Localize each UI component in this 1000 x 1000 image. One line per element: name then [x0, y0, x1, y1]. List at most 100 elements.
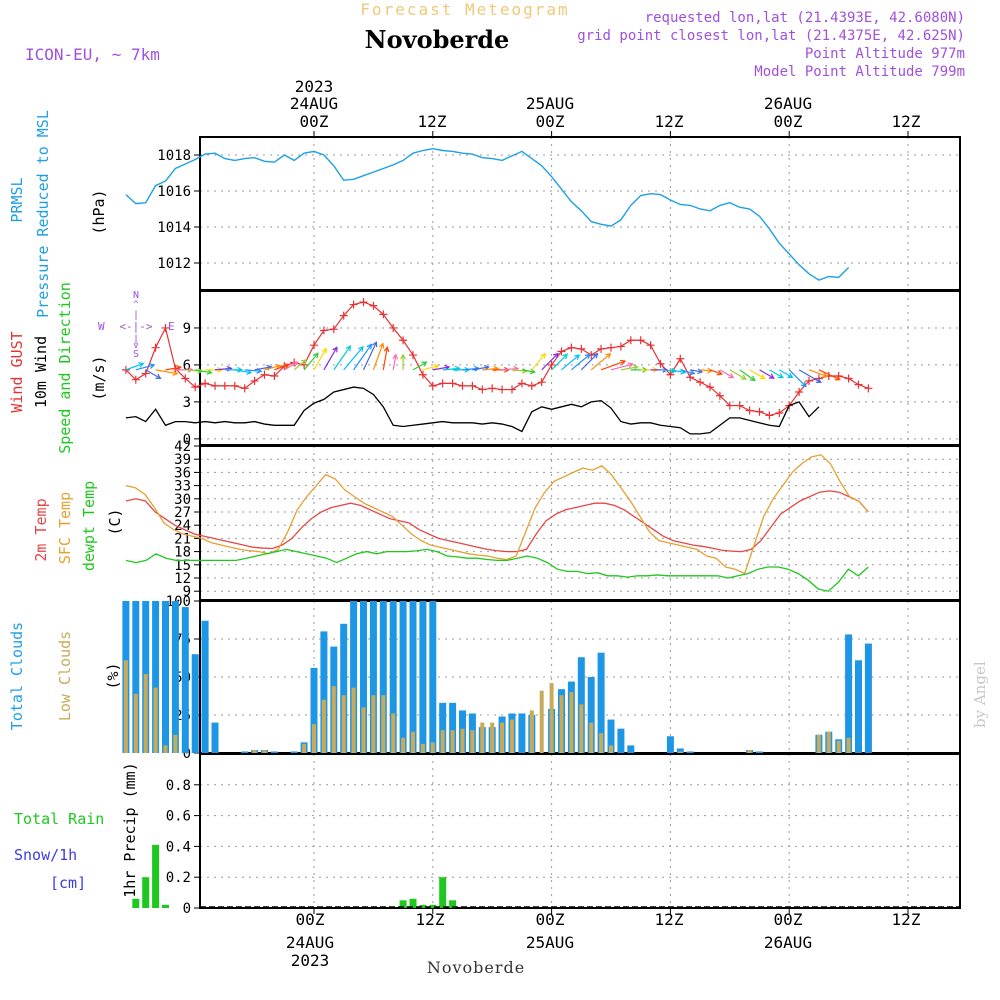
compass-bar-bottom: | [133, 334, 139, 345]
wind-arrow-head [716, 369, 723, 376]
wind-arrow-head [592, 352, 599, 359]
low-cloud-bar [371, 695, 376, 753]
gust-marker [844, 374, 853, 383]
gust-marker [260, 370, 269, 379]
gust-marker [557, 347, 566, 356]
bottom-date-1: 24AUG [286, 933, 334, 952]
wind-arrow-head [378, 342, 385, 349]
total-cloud-bar [617, 728, 625, 753]
temp-dew-line [125, 548, 869, 592]
wind-arrow-head [768, 373, 775, 379]
wind-arrow [482, 367, 499, 371]
temp-ytick-label: 30 [174, 492, 191, 508]
wind-arrow [719, 369, 734, 379]
wind-arrow-head [206, 369, 213, 375]
gust-marker [864, 384, 873, 393]
bottom-time-3: 00Z [536, 910, 565, 929]
rain-bar [152, 844, 160, 908]
total-cloud-bar [676, 748, 684, 753]
low-cloud-bar [312, 724, 316, 753]
precip-frame [199, 753, 961, 909]
gust-marker [211, 381, 219, 390]
gust-marker [706, 383, 714, 392]
low-cloud-bar [401, 737, 406, 753]
low-cloud-bar [420, 743, 425, 753]
gust-marker [399, 336, 408, 345]
wind-arrow [709, 369, 722, 375]
gust-marker [656, 359, 665, 368]
bottom-time-4: 12Z [655, 910, 684, 929]
compass-up: ^ [133, 300, 139, 310]
temp-ytick-label: 18 [174, 545, 191, 561]
low-cloud-bar [579, 704, 584, 753]
rain-bar [439, 877, 447, 908]
total-cloud-bar [845, 634, 853, 753]
rain-bar [142, 877, 150, 908]
gust-marker [765, 411, 774, 420]
gust-marker [379, 310, 388, 319]
temp-ytick-label: 36 [174, 465, 191, 481]
wind-arrow [353, 344, 372, 371]
place-title: Novoberde [365, 25, 510, 54]
wind-arrow [234, 369, 252, 374]
gust-marker [329, 325, 338, 334]
low-cloud-bar [430, 742, 435, 753]
total-cloud-bar [627, 745, 635, 753]
total-cloud-bar [191, 654, 199, 753]
total-cloud-bar [201, 620, 209, 753]
snow-unit: [cm] [50, 874, 86, 892]
temp-ytick-label: 33 [174, 479, 191, 495]
temp-ytick-label: 15 [174, 558, 191, 574]
wind-arrow [739, 369, 756, 381]
low-cloud-bar [153, 687, 158, 753]
wind-arrow [412, 361, 427, 371]
compass-e: E [168, 320, 175, 333]
wind-arrow-head [584, 353, 591, 360]
gust-marker [339, 311, 348, 320]
gust-marker [646, 341, 655, 350]
gust-marker [567, 343, 576, 352]
total-cloud-bar [518, 713, 526, 753]
wind-arrow [165, 366, 181, 371]
gust-marker [428, 381, 437, 390]
wind-arrow [362, 341, 377, 371]
precip-unit: 1hr Precip (mm) [121, 762, 139, 897]
wind-arrow [788, 369, 807, 387]
bottom-time-6: 12Z [892, 910, 921, 929]
total-cloud-bar [290, 751, 298, 753]
gust-marker [488, 384, 497, 393]
wind-arrow [442, 367, 460, 371]
compass-horizontal: <-|-> [119, 320, 152, 333]
precip-panel: 0 0.2 0.4 0.6 0.8 [166, 753, 961, 917]
wind-arrow [502, 367, 519, 371]
pressure-ytick-label: 1014 [157, 220, 191, 236]
wind-arrow-head [574, 354, 581, 360]
total-cloud-bar [399, 601, 407, 753]
gust-marker [547, 360, 556, 369]
low-cloud-bar [133, 693, 138, 753]
low-cloud-bar [589, 722, 594, 753]
wind-arrow [561, 354, 580, 371]
total-cloud-bar [152, 601, 160, 753]
gust-marker [230, 381, 239, 390]
precip-ytick-label: 0.6 [166, 809, 191, 825]
wind-arrow [778, 369, 793, 378]
gust-marker [537, 378, 546, 387]
total-cloud-bar [369, 601, 377, 753]
wind-arrow [818, 369, 840, 381]
wind-arrow [580, 353, 598, 371]
rain-bar [449, 900, 457, 908]
total-cloud-bar [439, 702, 447, 753]
precip-ytick-label: 0.2 [166, 870, 191, 886]
top-time-5: 00Z [774, 112, 803, 131]
wind-arrow [432, 366, 450, 371]
rain-bar [132, 898, 140, 908]
gust-marker [616, 342, 625, 351]
rain-bar [429, 904, 437, 908]
wind-arrow [749, 369, 766, 380]
total-cloud-bar [686, 751, 694, 753]
wind-arrow-head [620, 359, 627, 366]
low-cloud-bar [599, 733, 604, 753]
